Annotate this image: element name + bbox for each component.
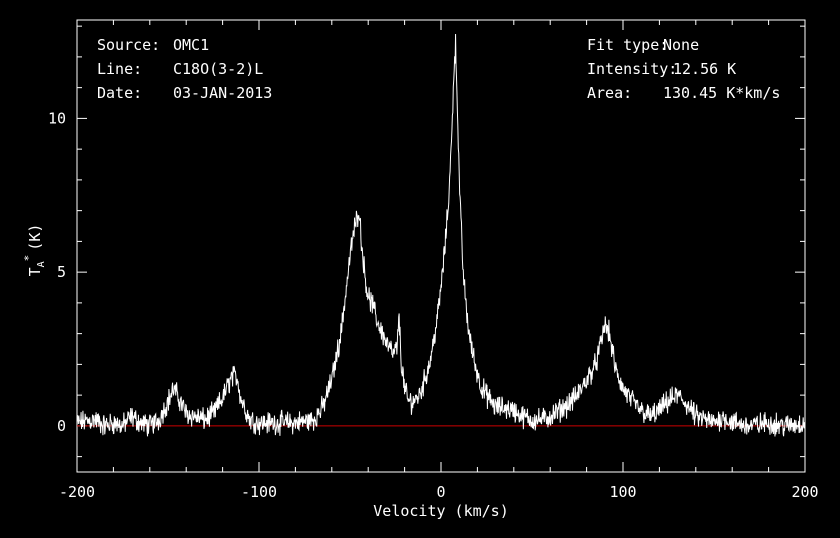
intensity-key: Intensity: — [587, 60, 677, 78]
fit-type-key: Fit type: — [587, 36, 668, 54]
area-key: Area: — [587, 84, 632, 102]
x-tick-label: -100 — [241, 483, 277, 501]
x-tick-label: 0 — [436, 483, 445, 501]
x-tick-label: 100 — [609, 483, 636, 501]
y-tick-label: 10 — [48, 109, 66, 127]
header-right: Fit type: None Intensity: 12.56 K Area: … — [587, 36, 780, 102]
date-key: Date: — [97, 84, 142, 102]
spectrum-line — [76, 33, 806, 437]
y-title-unit: (K) — [26, 224, 44, 251]
line-value: C18O(3-2)L — [173, 60, 263, 78]
y-title-sub: A — [36, 261, 47, 267]
y-tick-label: 0 — [57, 417, 66, 435]
y-axis-title: TA* (K) — [22, 224, 47, 277]
x-axis-ticks: -200 -100 0 100 200 — [59, 20, 819, 501]
intensity-value: 12.56 K — [673, 60, 736, 78]
y-axis-title-text: TA* (K) — [22, 224, 47, 277]
source-key: Source: — [97, 36, 160, 54]
fit-type-value: None — [663, 36, 699, 54]
source-value: OMC1 — [173, 36, 209, 54]
line-key: Line: — [97, 60, 142, 78]
date-value: 03-JAN-2013 — [173, 84, 272, 102]
x-axis-title: Velocity (km/s) — [373, 502, 508, 520]
x-tick-label: -200 — [59, 483, 95, 501]
header-left: Source: OMC1 Line: C18O(3-2)L Date: 03-J… — [97, 36, 272, 102]
x-tick-label: 200 — [791, 483, 818, 501]
area-value: 130.45 K*km/s — [663, 84, 780, 102]
y-tick-label: 5 — [57, 263, 66, 281]
y-axis-ticks: 0 5 10 — [48, 25, 805, 458]
y-title-main: T — [26, 267, 44, 276]
y-title-sup: * — [22, 255, 35, 262]
